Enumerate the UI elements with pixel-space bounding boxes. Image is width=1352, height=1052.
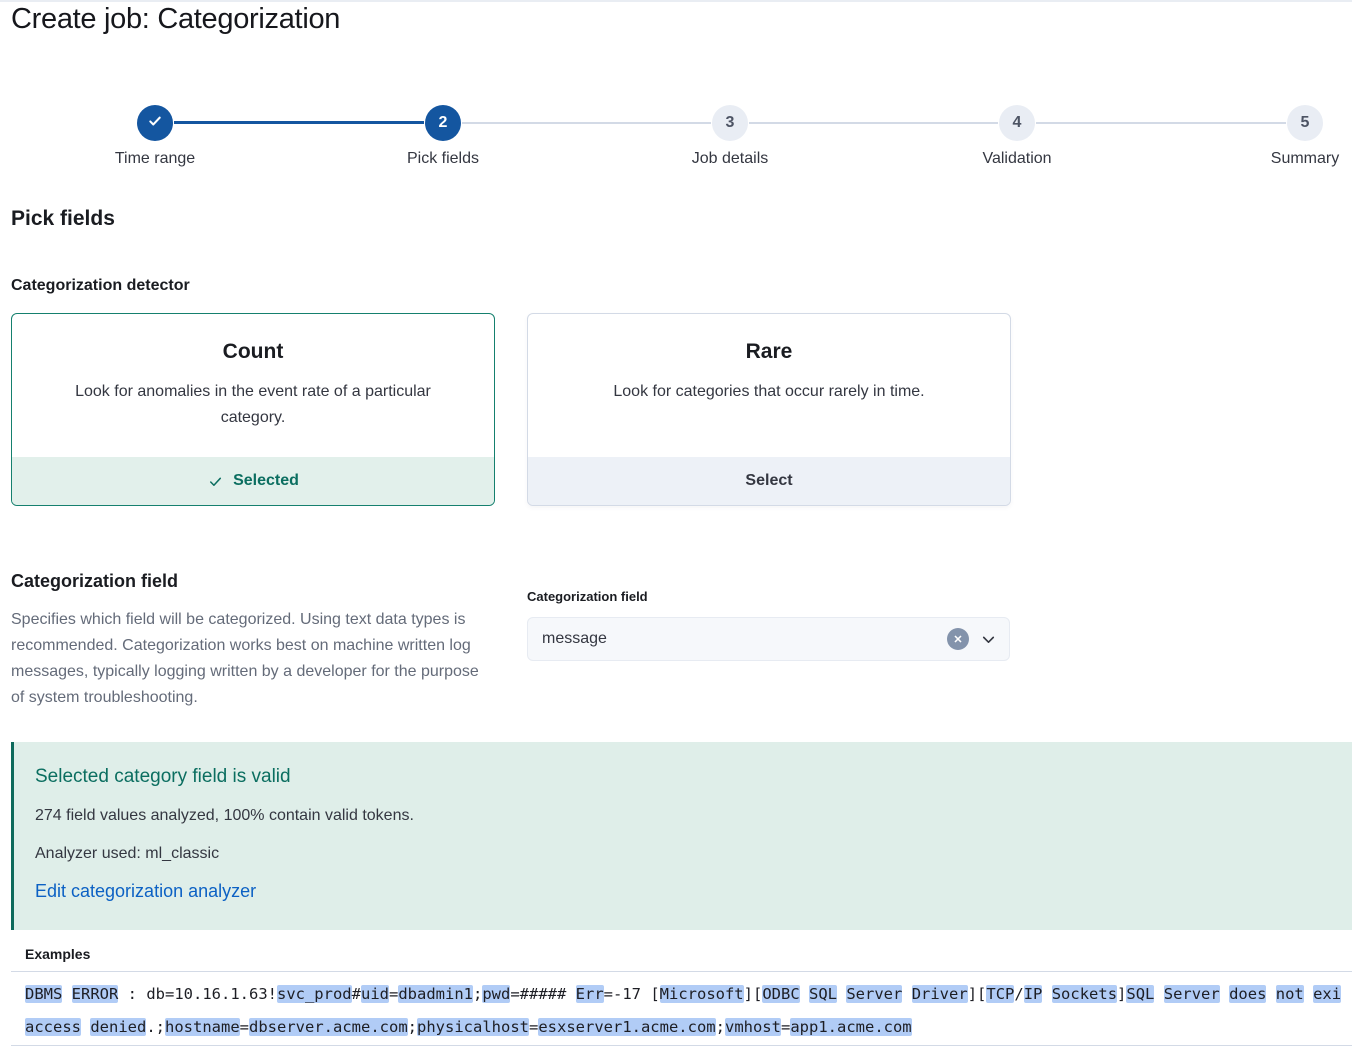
highlighted-token: TCP <box>986 985 1015 1003</box>
categorization-field-heading: Categorization field <box>11 571 179 591</box>
divider <box>11 971 1352 972</box>
field-valid-callout: Selected category field is valid 274 fie… <box>11 742 1352 930</box>
step-complete-circle[interactable] <box>137 105 173 141</box>
card-title: Count <box>222 340 284 363</box>
callout-analysis-summary: 274 field values analyzed, 100% contain … <box>35 807 414 824</box>
detector-card-rare[interactable]: Rare Look for categories that occur rare… <box>527 313 1011 506</box>
step-time-range[interactable]: Time range <box>75 105 235 168</box>
step-circle: 5 <box>1287 105 1323 141</box>
combobox-selected-value[interactable]: message <box>542 630 607 647</box>
highlighted-token: dbadmin1 <box>398 985 473 1003</box>
highlighted-token: Driver <box>911 985 968 1003</box>
card-footer-label: Select <box>745 472 793 489</box>
highlighted-token: svc_prod <box>276 985 352 1003</box>
highlighted-token: Microsoft <box>659 985 744 1003</box>
step-validation: 4 Validation <box>937 105 1097 168</box>
highlighted-token: exi <box>1313 985 1342 1003</box>
highlighted-token: not <box>1275 985 1304 1003</box>
highlighted-token: Err <box>575 985 604 1003</box>
step-job-details: 3 Job details <box>650 105 810 168</box>
edit-categorization-analyzer-link[interactable]: Edit categorization analyzer <box>35 881 257 901</box>
callout-title: Selected category field is valid <box>35 766 291 787</box>
step-pick-fields[interactable]: 2 Pick fields <box>363 105 523 168</box>
step-circle: 4 <box>999 105 1035 141</box>
detector-heading: Categorization detector <box>11 277 190 294</box>
step-current-circle[interactable]: 2 <box>425 105 461 141</box>
card-description: Look for categories that occur rarely in… <box>613 383 925 400</box>
step-label: Validation <box>982 150 1052 167</box>
clear-selection-icon[interactable]: ✕ <box>947 628 969 650</box>
highlighted-token: physicalhost <box>417 1018 529 1036</box>
callout-analyzer-used: Analyzer used: ml_classic <box>35 845 220 862</box>
category-examples-list: DBMS ERROR : db=10.16.1.63!svc_prod#uid=… <box>25 978 1352 1044</box>
highlighted-token: access <box>25 1018 81 1036</box>
highlighted-token: ERROR <box>71 985 119 1003</box>
count-card-selected-button[interactable]: Selected <box>12 457 494 505</box>
highlighted-token: ODBC <box>762 985 800 1003</box>
detector-card-count[interactable]: Count Look for anomalies in the event ra… <box>11 313 495 506</box>
chevron-down-icon[interactable] <box>980 631 997 648</box>
example-line: DBMS ERROR : db=10.16.1.63!svc_prod#uid=… <box>25 985 1342 1003</box>
highlighted-token: Server <box>846 985 903 1003</box>
highlighted-token: SQL <box>1126 985 1155 1003</box>
top-border <box>0 0 1352 2</box>
combobox-label: Categorization field <box>527 589 648 604</box>
card-footer-label: Selected <box>233 472 299 489</box>
categorization-field-combobox[interactable]: message ✕ <box>527 617 1010 661</box>
highlighted-token: dbserver.acme.com <box>249 1018 408 1036</box>
examples-heading: Examples <box>25 946 91 962</box>
highlighted-token: hostname <box>165 1018 240 1036</box>
highlighted-token: vmhost <box>724 1018 781 1036</box>
card-title: Rare <box>745 340 793 363</box>
highlighted-token: DBMS <box>25 985 63 1003</box>
check-icon <box>146 112 164 135</box>
step-circle: 3 <box>712 105 748 141</box>
step-label: Summary <box>1270 150 1340 167</box>
categorization-field-description: Specifies which field will be categorize… <box>11 611 479 706</box>
step-label: Pick fields <box>406 150 480 167</box>
highlighted-token: uid <box>360 985 389 1003</box>
step-connector-incomplete <box>749 122 998 124</box>
highlighted-token: denied <box>90 1018 147 1036</box>
highlighted-token: IP <box>1023 985 1043 1003</box>
step-label: Time range <box>114 150 196 167</box>
step-connector-complete <box>174 121 424 124</box>
highlighted-token: does <box>1229 985 1267 1003</box>
highlighted-token: app1.acme.com <box>790 1018 912 1036</box>
example-line: access denied.;hostname=dbserver.acme.co… <box>25 1018 912 1036</box>
page-title: Create job: Categorization <box>11 3 341 35</box>
highlighted-token: Server <box>1163 985 1220 1003</box>
highlighted-token: Sockets <box>1051 985 1118 1003</box>
check-icon <box>207 473 224 490</box>
highlighted-token: pwd <box>482 985 511 1003</box>
step-summary: 5 Summary <box>1225 105 1352 168</box>
highlighted-token: SQL <box>809 985 837 1003</box>
highlighted-token: esxserver1.acme.com <box>538 1018 716 1036</box>
divider <box>11 1045 1352 1046</box>
rare-card-select-button[interactable]: Select <box>528 457 1010 505</box>
pick-fields-heading: Pick fields <box>11 207 115 230</box>
step-label: Job details <box>691 150 769 167</box>
step-connector-incomplete <box>1036 122 1286 124</box>
card-description: Look for anomalies in the event rate of … <box>75 383 431 426</box>
step-connector-incomplete <box>462 122 711 124</box>
